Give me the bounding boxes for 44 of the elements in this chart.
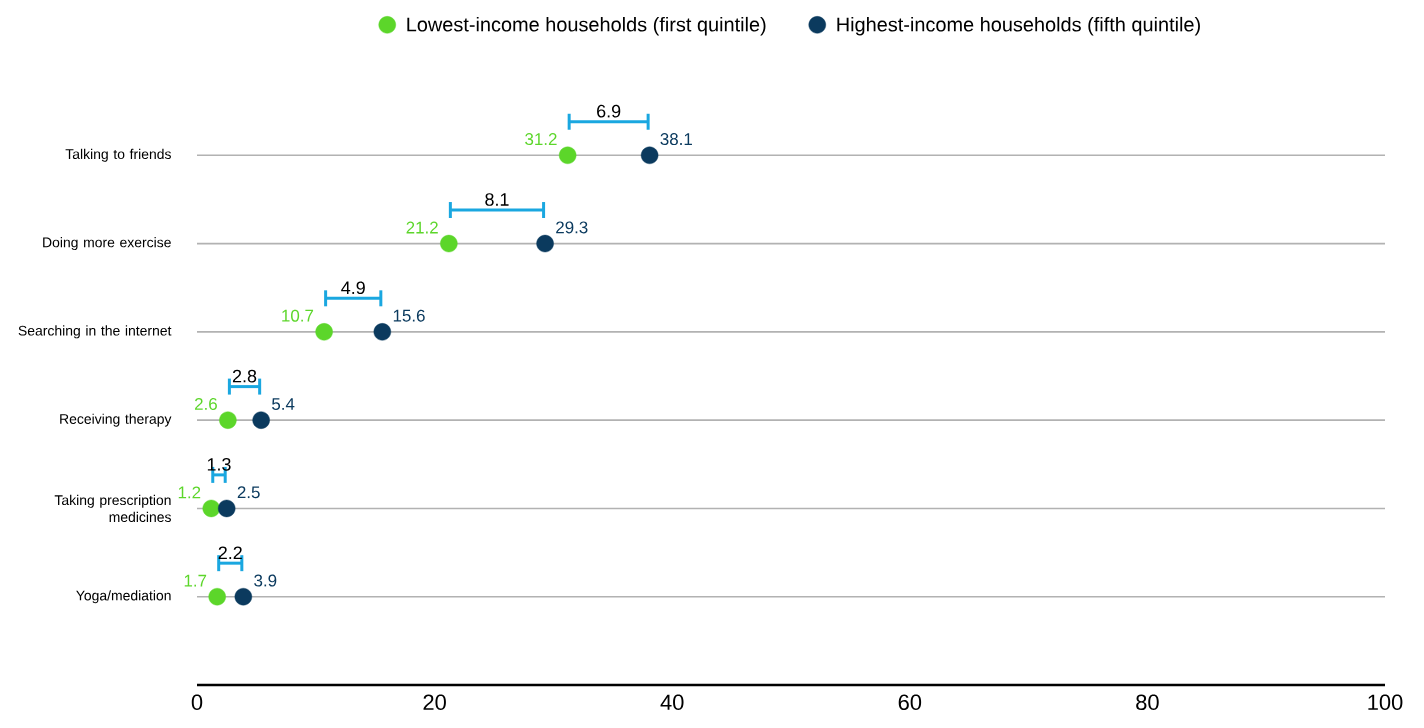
point — [202, 499, 220, 518]
data-label: 2.6 — [195, 397, 217, 410]
point — [373, 323, 392, 341]
annotation: 1.3 — [207, 457, 231, 471]
data-label: 21.2 — [406, 221, 438, 234]
point — [640, 146, 659, 164]
point — [234, 588, 253, 606]
point — [315, 323, 333, 341]
y-tick-label: Talking to friends — [65, 148, 171, 162]
point — [536, 234, 554, 253]
data-label: 3.9 — [254, 574, 277, 587]
y-tick-label: Yoga/mediation — [76, 590, 171, 604]
data-label: 15.6 — [393, 309, 425, 322]
annotation: 6.9 — [597, 104, 621, 118]
x-tick-label: 0 — [191, 694, 203, 711]
y-tick-label: Taking prescription medicines — [54, 494, 171, 523]
legend-label: Lowest-income households (first quintile) — [407, 16, 766, 36]
point — [208, 588, 226, 606]
data-label: 10.7 — [282, 309, 314, 322]
data-label: 2.5 — [237, 486, 260, 499]
annotation: 2.8 — [232, 369, 257, 383]
point — [219, 411, 237, 429]
data-label: 38.1 — [660, 133, 692, 146]
x-tick-label: 80 — [1136, 694, 1159, 711]
data-label: 29.3 — [556, 221, 588, 234]
data-label: 1.7 — [184, 574, 207, 587]
x-tick-label: 60 — [898, 694, 922, 711]
x-tick-label: 100 — [1368, 694, 1403, 711]
data-label: 5.4 — [272, 398, 295, 410]
annotation: 2.2 — [218, 546, 242, 559]
point — [218, 499, 236, 518]
y-tick-label: Doing more exercise — [43, 237, 171, 251]
y-tick-label: Searching in the internet — [18, 325, 172, 339]
y-tick-label: Receiving therapy — [60, 413, 172, 427]
point — [252, 411, 270, 429]
point — [440, 234, 458, 253]
legend-label: Highest-income households (fifth quintile) — [837, 16, 1200, 36]
data-label: 31.2 — [525, 133, 557, 146]
x-tick-label: 40 — [660, 694, 684, 711]
x-tick-label: 20 — [423, 694, 446, 711]
point — [558, 146, 577, 164]
annotation: 8.1 — [485, 193, 509, 206]
data-label: 1.2 — [178, 486, 201, 499]
annotation: 4.9 — [341, 281, 365, 295]
